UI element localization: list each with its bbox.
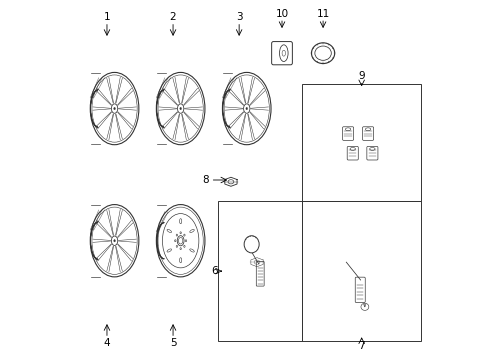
Text: 5: 5 bbox=[169, 338, 176, 347]
Ellipse shape bbox=[114, 107, 115, 110]
Text: 8: 8 bbox=[202, 175, 208, 185]
Ellipse shape bbox=[245, 107, 247, 110]
Text: 10: 10 bbox=[275, 9, 288, 19]
Text: 1: 1 bbox=[103, 13, 110, 22]
Text: 9: 9 bbox=[358, 71, 364, 81]
Bar bbox=[301, 202, 421, 341]
Text: 4: 4 bbox=[103, 338, 110, 347]
Ellipse shape bbox=[114, 239, 115, 242]
Bar bbox=[301, 84, 421, 202]
Text: 11: 11 bbox=[316, 9, 329, 19]
Text: 7: 7 bbox=[358, 341, 364, 351]
Bar bbox=[217, 202, 301, 341]
Text: 2: 2 bbox=[169, 13, 176, 22]
Text: 6: 6 bbox=[210, 266, 217, 276]
Ellipse shape bbox=[180, 107, 181, 110]
Text: 3: 3 bbox=[235, 13, 242, 22]
